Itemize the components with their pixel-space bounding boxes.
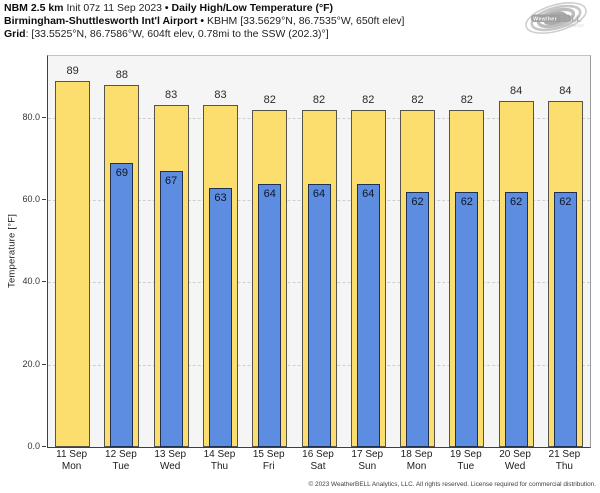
high-temp-value: 83 xyxy=(214,89,227,102)
high-temp-value: 84 xyxy=(559,85,572,98)
low-temp-bar xyxy=(307,183,331,447)
x-tick-label: 12 Sep Tue xyxy=(105,449,137,473)
x-tick-date: 20 Sep xyxy=(499,449,531,460)
y-tick-mark xyxy=(42,446,46,447)
y-tick-mark xyxy=(42,281,46,283)
chart-header: NBM 2.5 km Init 07z 11 Sep 2023 • Daily … xyxy=(4,2,404,41)
low-temp-bar xyxy=(504,191,528,447)
x-tick-label: 16 Sep Sat xyxy=(302,449,334,473)
y-tick-label: 80.0 xyxy=(22,111,40,122)
low-temp-value: 69 xyxy=(115,167,129,180)
station-name: Birmingham-Shuttlesworth Int'l Airport xyxy=(4,15,198,27)
x-tick-date: 21 Sep xyxy=(548,449,581,460)
high-temp-value: 89 xyxy=(66,64,79,77)
high-temp-value: 82 xyxy=(263,93,276,106)
plot-area: 89 88 69 83 67 83 63 82 64 82 64 82 64 82 62 82 62 84 62 84… xyxy=(47,55,591,448)
high-temp-bar xyxy=(55,80,91,447)
x-tick-day: Wed xyxy=(504,461,526,472)
logo-banner xyxy=(531,14,571,22)
x-tick-day: Mon xyxy=(61,461,82,472)
x-tick-date: 16 Sep xyxy=(302,449,334,460)
high-temp-value: 84 xyxy=(509,85,523,98)
low-temp-bar xyxy=(406,191,430,447)
copyright-notice: © 2023 WeatherBELL Analytics, LLC. All r… xyxy=(308,481,596,488)
high-temp-value: 83 xyxy=(165,89,178,102)
low-temp-bar xyxy=(455,191,479,447)
x-tick-label: 18 Sep Mon xyxy=(401,449,433,473)
low-temp-value: 64 xyxy=(362,187,375,200)
x-tick-date: 13 Sep xyxy=(154,449,187,460)
low-temp-value: 62 xyxy=(411,195,424,208)
x-tick-label: 14 Sep Thu xyxy=(204,449,236,473)
x-tick-day: Mon xyxy=(406,461,427,472)
y-tick-label: 20.0 xyxy=(22,358,40,369)
init-time: Init 07z 11 Sep 2023 xyxy=(66,2,162,14)
y-tick-mark xyxy=(42,199,46,201)
header-line-3: Grid: [33.5525°N, 86.7586°W, 604ft elev,… xyxy=(4,28,404,41)
low-temp-bar xyxy=(208,187,232,447)
low-temp-value: 63 xyxy=(214,191,227,204)
low-temp-value: 67 xyxy=(165,175,178,188)
x-tick-label: 20 Sep Wed xyxy=(499,449,531,473)
separator-bullet: • xyxy=(200,15,205,27)
header-line-1: NBM 2.5 km Init 07z 11 Sep 2023 • Daily … xyxy=(4,2,404,15)
header-line-2: Birmingham-Shuttlesworth Int'l Airport •… xyxy=(4,15,404,28)
y-axis: 0.0 20.0 40.0 60.0 80.0 xyxy=(0,55,47,451)
x-tick-label: 19 Sep Tue xyxy=(450,449,482,473)
y-tick-label: 60.0 xyxy=(22,194,40,205)
low-temp-bar xyxy=(159,171,183,447)
x-tick-date: 18 Sep xyxy=(400,449,433,460)
high-temp-value: 82 xyxy=(411,93,424,106)
station-detail: KBHM [33.5629°N, 86.7535°W, 650ft elev] xyxy=(206,15,405,27)
high-temp-value: 82 xyxy=(362,93,375,106)
x-tick-label: 15 Sep Fri xyxy=(253,449,285,473)
low-temp-bar xyxy=(356,183,380,447)
high-temp-value: 88 xyxy=(115,68,129,81)
weatherbell-logo: Weather BELL Analytics LLC xyxy=(525,2,587,34)
x-tick-date: 11 Sep xyxy=(56,449,88,460)
x-tick-day: Wed xyxy=(159,461,181,472)
x-tick-date: 12 Sep xyxy=(105,449,137,460)
x-axis: 11 Sep Mon 12 Sep Tue 13 Sep Wed 14 Sep Thu 15 S… xyxy=(47,449,589,477)
x-tick-date: 15 Sep xyxy=(252,449,285,460)
low-temp-bar xyxy=(110,163,134,447)
x-tick-label: 17 Sep Sun xyxy=(351,449,383,473)
x-tick-label: 13 Sep Wed xyxy=(154,449,186,473)
x-tick-day: Sat xyxy=(310,461,326,472)
y-tick-mark xyxy=(42,363,46,365)
grid-detail: : [33.5525°N, 86.7586°W, 604ft elev, 0.7… xyxy=(25,28,329,40)
x-tick-day: Thu xyxy=(210,461,229,472)
x-tick-date: 17 Sep xyxy=(351,449,384,460)
x-tick-label: 11 Sep Mon xyxy=(56,449,87,473)
low-temp-value: 62 xyxy=(559,195,572,208)
low-temp-bar xyxy=(258,183,282,447)
chart-title: Daily High/Low Temperature (°F) xyxy=(171,2,334,14)
y-tick-mark xyxy=(42,116,46,118)
logo-text-weather: Weather xyxy=(533,16,558,22)
x-tick-day: Tue xyxy=(457,461,475,472)
low-temp-bar xyxy=(553,191,577,447)
x-tick-day: Sun xyxy=(358,461,377,472)
logo-subtext: Analytics LLC xyxy=(563,24,584,28)
logo-text-bell: BELL xyxy=(560,15,581,24)
low-temp-value: 62 xyxy=(460,195,473,208)
x-tick-date: 19 Sep xyxy=(449,449,482,460)
high-temp-value: 82 xyxy=(312,93,326,106)
y-tick-label: 40.0 xyxy=(22,276,40,287)
low-temp-value: 62 xyxy=(509,195,523,208)
grid-label: Grid xyxy=(4,28,26,40)
x-tick-day: Fri xyxy=(262,461,275,472)
x-tick-label: 21 Sep Thu xyxy=(549,449,581,473)
low-temp-value: 64 xyxy=(312,187,326,200)
x-tick-date: 14 Sep xyxy=(203,449,236,460)
x-tick-day: Tue xyxy=(112,461,130,472)
x-tick-day: Thu xyxy=(555,461,573,472)
separator-bullet: • xyxy=(164,2,169,14)
high-temp-value: 82 xyxy=(460,93,473,106)
y-tick-label: 0.0 xyxy=(27,441,40,451)
model-name: NBM 2.5 km xyxy=(4,2,64,14)
low-temp-value: 64 xyxy=(263,187,276,200)
